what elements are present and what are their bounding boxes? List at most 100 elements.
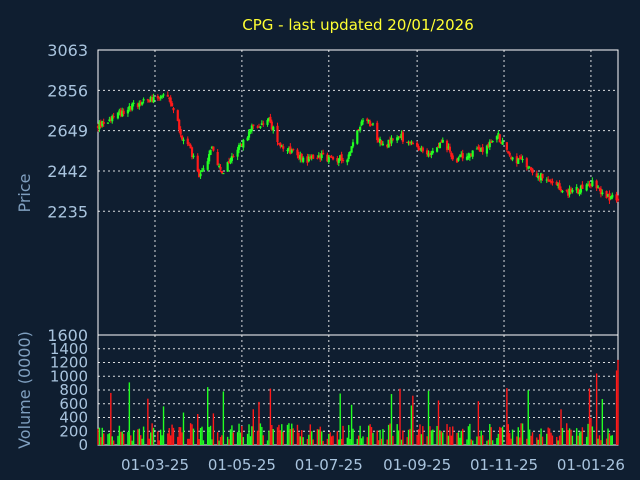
candle-body [330,156,333,158]
candle-body [297,155,300,158]
candle-body [370,124,373,126]
candle-body [98,122,101,130]
volume-bar [130,435,132,445]
candle-body [451,155,454,160]
volume-tick-label: 800 [59,381,88,399]
candle-body [188,144,191,146]
volume-bar [379,429,381,445]
volume-bar [367,425,370,445]
volume-tick-label: 0 [78,436,88,454]
volume-bar [266,440,269,445]
candle-body [326,154,329,162]
candle-body [529,167,533,171]
volume-bar [440,431,443,445]
candle-body [250,125,253,131]
candle-body [219,166,222,170]
volume-bar [329,432,331,445]
candle-body [306,156,309,163]
volume-bar [158,440,160,445]
candle-body [568,188,571,195]
candle-body [237,144,241,150]
candle-body [475,148,479,150]
volume-bar [568,428,571,445]
volume-bar [147,398,149,445]
chart-title: CPG - last updated 20/01/2026 [242,16,474,34]
candle-body [276,125,279,142]
candle-body [437,146,440,148]
candle-body [606,194,610,197]
volume-bar [601,399,604,445]
volume-bar [322,440,324,445]
volume-bar [161,435,163,445]
candle-body [202,168,205,170]
candle-body [341,159,345,162]
volume-tick-label: 1200 [50,354,88,372]
candle-body [371,123,375,125]
volume-bar [450,435,453,445]
candle-body [616,198,620,201]
volume-bar [218,440,220,445]
volume-bar [350,404,353,445]
candle-body [350,146,353,153]
candle-body [161,96,164,98]
volume-bar [410,405,413,445]
candle-body [599,188,603,195]
candle-body [277,143,281,145]
volume-bar [197,414,199,445]
volume-bar [490,427,492,445]
volume-bar [110,392,112,445]
candle-body [569,188,573,193]
candle-body [180,135,184,140]
price-tick-label: 3063 [47,41,88,60]
volume-bar [211,439,213,445]
candle-body [528,167,531,169]
volume-bar [419,424,421,445]
x-ticks: 01-03-25 01-05-25 01-07-25 01-09-25 01-11-25… [121,456,625,474]
volume-bar [369,424,371,445]
candle-body [196,155,199,172]
volume-bar [249,436,252,445]
volume-bar [389,423,391,445]
volume-bar [546,433,548,445]
volume-bar [212,413,215,445]
volume-bar [536,437,538,445]
candle-body [527,167,530,169]
volume-bar [479,436,481,445]
candle-body [461,153,464,159]
candle-body [252,124,255,127]
volume-bar [128,382,131,445]
volume-bar [548,428,551,445]
volume-bar [460,430,462,445]
volume-bar [137,429,139,445]
candle-body [142,99,145,101]
volume-bar [400,439,403,445]
volume-bar [272,428,274,445]
volume-bar [252,409,254,445]
candle-body [577,188,580,194]
candle-body [381,143,385,146]
candle-body [257,126,261,128]
volume-bar [157,431,159,445]
x-tick-label: 01-09-25 [383,456,451,474]
candle-body [256,126,259,128]
volume-bar [382,429,384,445]
volume-bar [439,430,441,445]
volume-bar [387,424,390,445]
volume-bar [246,433,249,445]
x-tick-label: 01-03-25 [121,456,189,474]
volume-bar [575,428,578,445]
candle-body [111,115,114,122]
volume-bar [229,429,232,445]
candle-body [539,173,543,181]
candle-body [212,146,215,151]
volume-bar [117,435,119,445]
candle-body [216,152,219,166]
price-tick-label: 2856 [47,81,88,100]
candle-body [390,137,393,144]
candle-body [347,154,350,159]
volume-bar [131,440,133,445]
candle-body [112,116,115,118]
volume-bar [281,424,283,445]
volume-bar [111,436,113,445]
